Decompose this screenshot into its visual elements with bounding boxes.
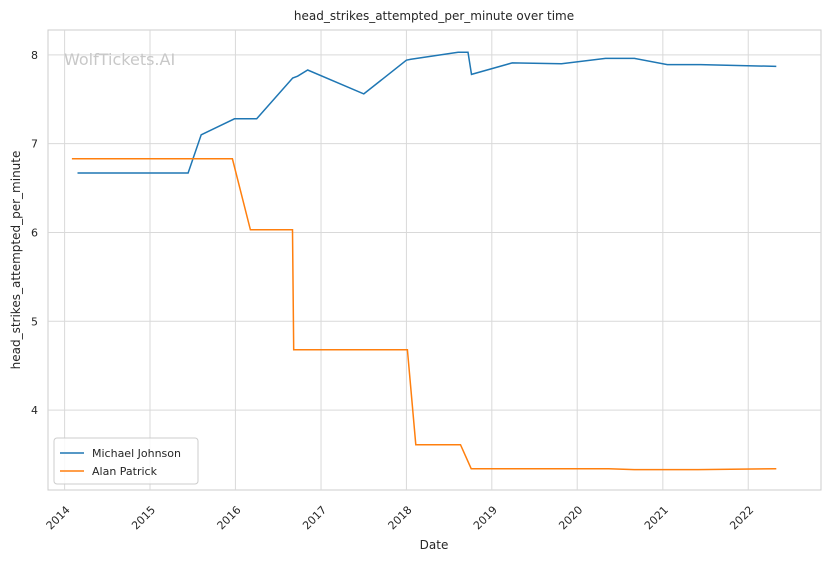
chart-title: head_strikes_attempted_per_minute over t… bbox=[294, 9, 574, 23]
x-tick-label: 2021 bbox=[642, 503, 671, 532]
legend-label-michael-johnson: Michael Johnson bbox=[92, 447, 181, 460]
y-tick-label: 6 bbox=[31, 226, 38, 239]
y-tick-label: 4 bbox=[31, 404, 38, 417]
x-tick-label: 2019 bbox=[471, 503, 500, 532]
y-axis-title: head_strikes_attempted_per_minute bbox=[9, 151, 23, 370]
x-tick-label: 2022 bbox=[727, 503, 756, 532]
y-axis: 4 5 6 7 8 bbox=[31, 49, 38, 417]
x-tick-label: 2017 bbox=[300, 503, 329, 532]
legend-label-alan-patrick: Alan Patrick bbox=[92, 465, 158, 478]
series-line-alan-patrick bbox=[71, 158, 777, 471]
x-tick-label: 2020 bbox=[556, 503, 585, 532]
x-tick-label: 2018 bbox=[386, 503, 415, 532]
x-axis-title: Date bbox=[420, 538, 449, 552]
legend-box bbox=[53, 437, 199, 485]
x-tick-label: 2015 bbox=[129, 503, 158, 532]
x-tick-label: 2014 bbox=[44, 503, 73, 532]
y-tick-label: 8 bbox=[31, 49, 38, 62]
plot-area bbox=[47, 29, 822, 491]
y-tick-label: 7 bbox=[31, 138, 38, 151]
series-line-michael-johnson bbox=[77, 51, 777, 174]
legend: Michael Johnson Alan Patrick bbox=[53, 437, 199, 485]
watermark: WolfTickets.AI bbox=[64, 50, 175, 69]
x-axis: 2014 2015 2016 2017 2018 2019 2020 2021 2022 bbox=[44, 503, 757, 532]
x-tick-label: 2016 bbox=[215, 503, 244, 532]
y-tick-label: 5 bbox=[31, 315, 38, 328]
series-lines bbox=[71, 51, 777, 471]
grid bbox=[48, 30, 821, 490]
